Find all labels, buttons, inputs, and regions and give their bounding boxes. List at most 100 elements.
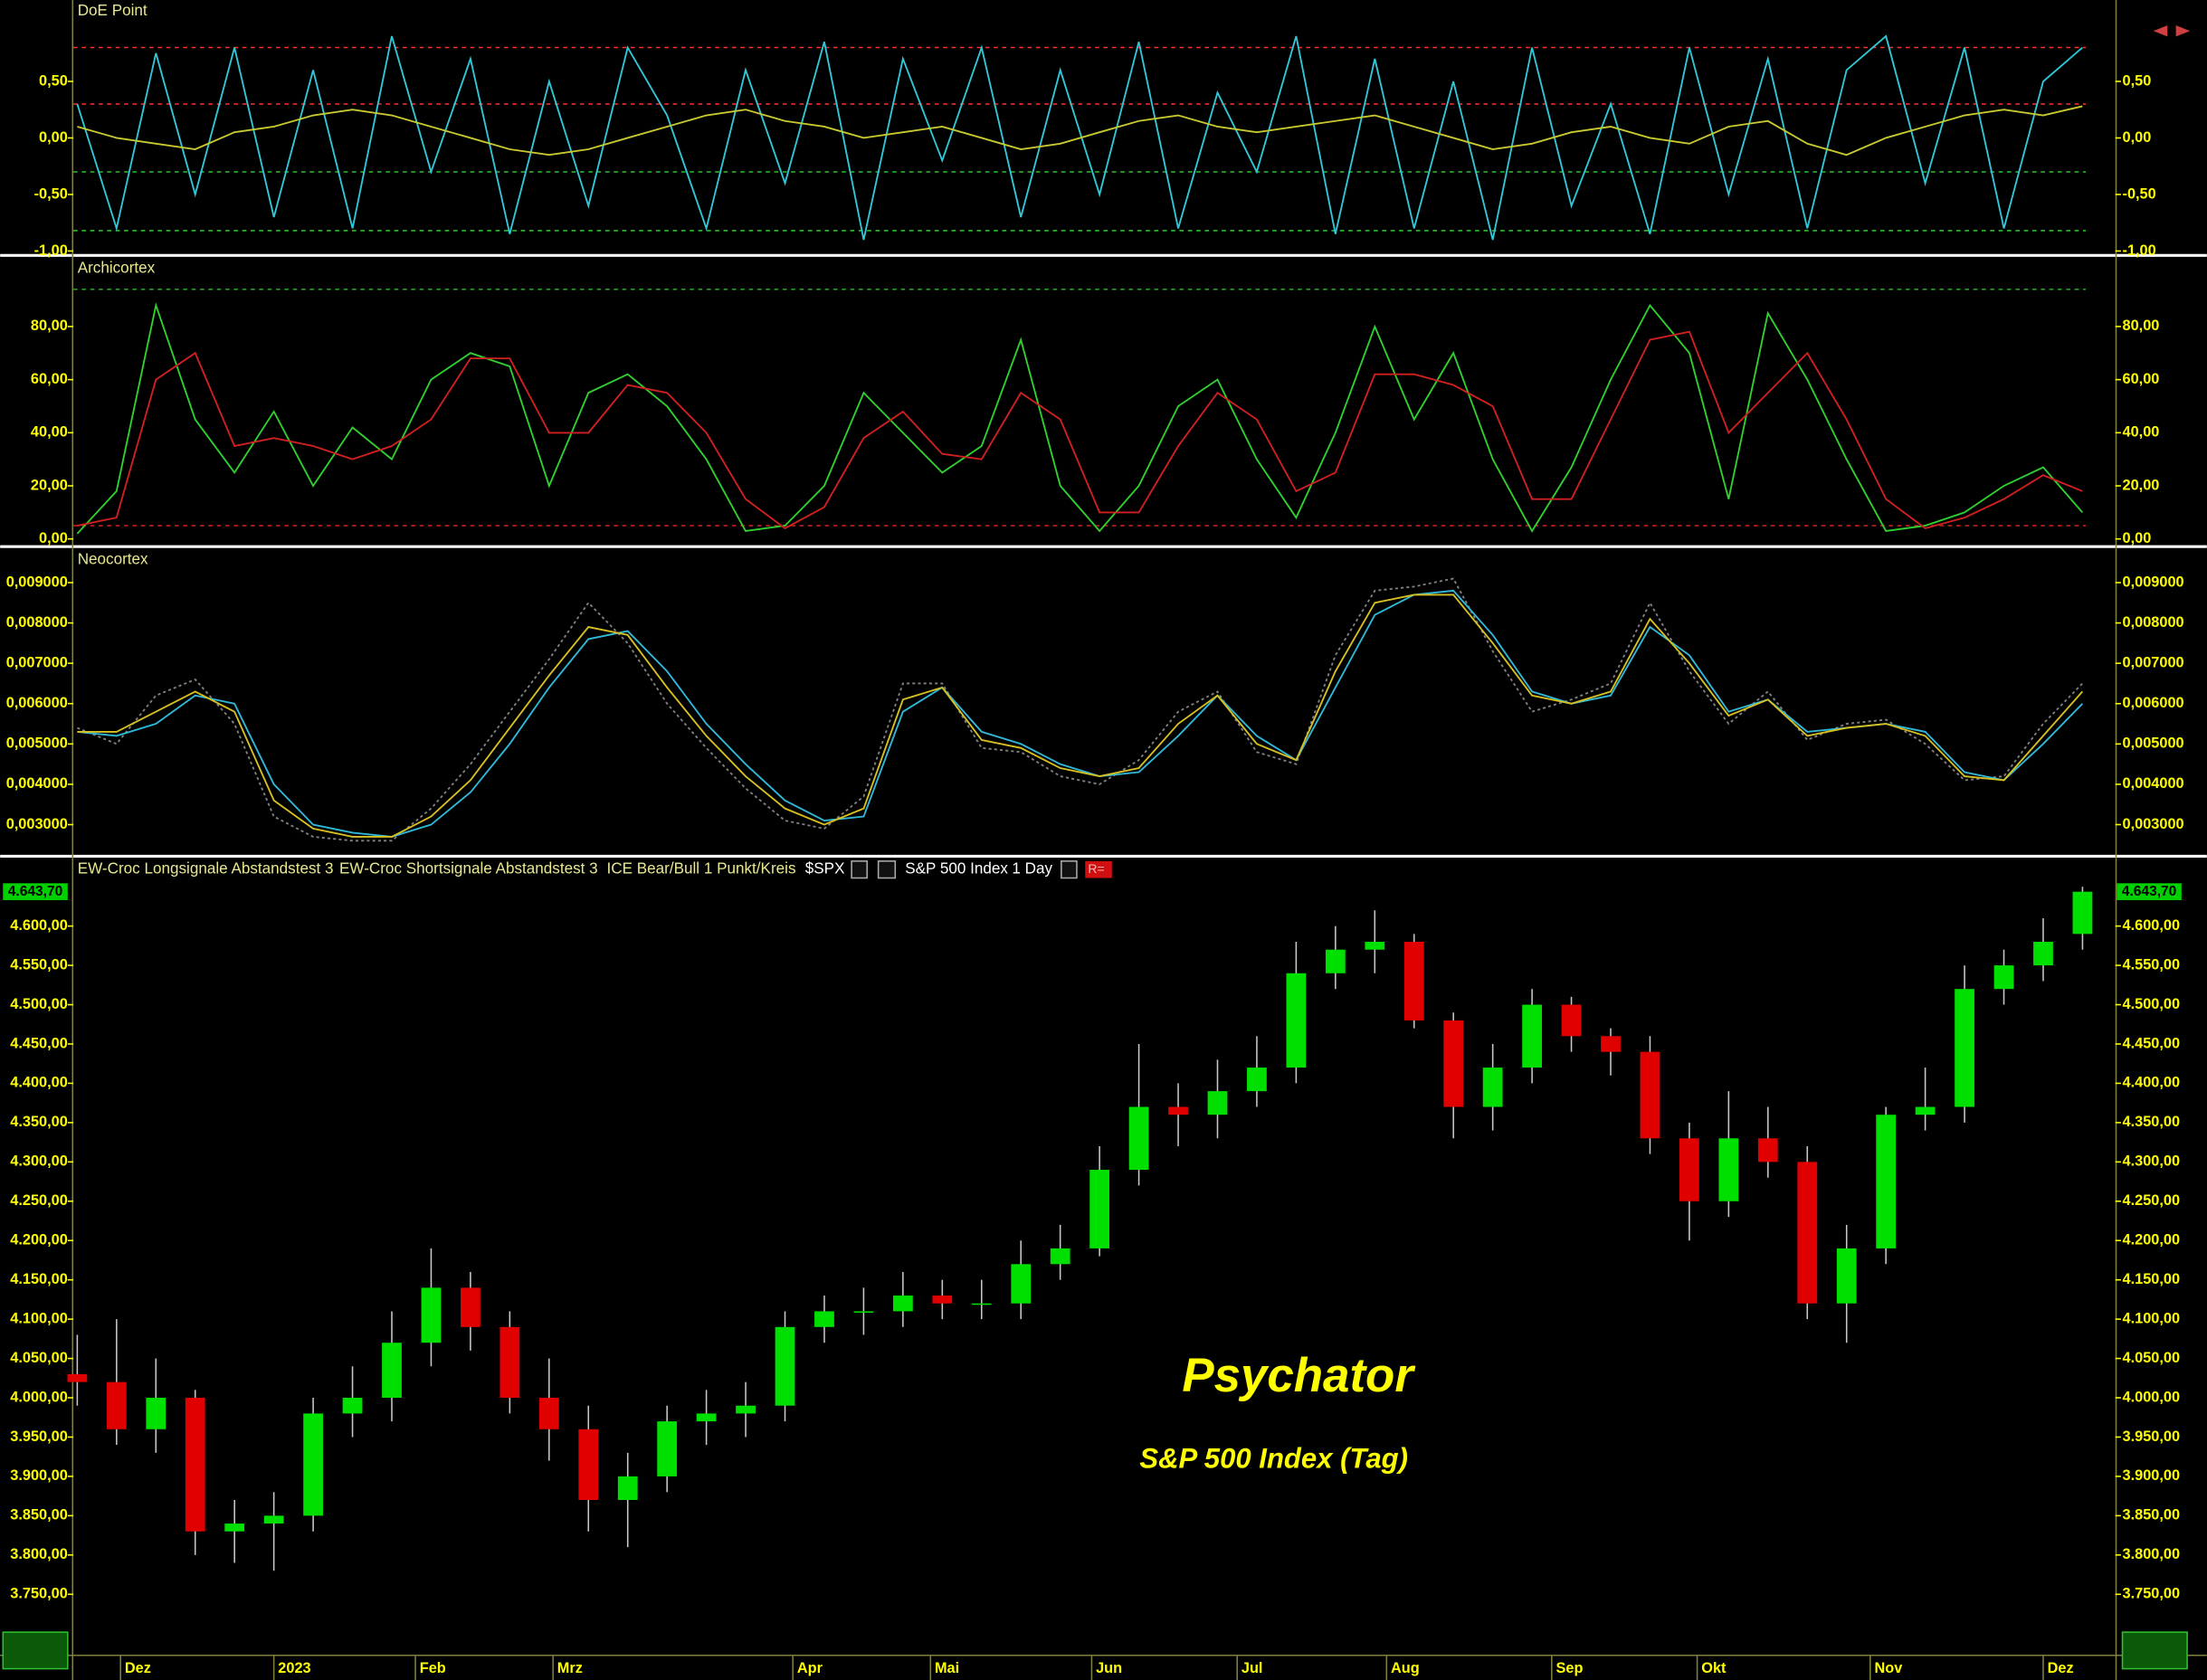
candle-body bbox=[1050, 1248, 1070, 1265]
legend-item: EW-Croc Shortsignale Abstandstest 3 bbox=[339, 860, 598, 878]
candle-body bbox=[853, 1311, 874, 1313]
watermark-subtitle: S&P 500 Index (Tag) bbox=[1139, 1443, 1408, 1475]
y-tick-label: 0,00 bbox=[39, 530, 68, 546]
y-tick-label: 3.850,00 bbox=[2123, 1507, 2181, 1523]
y-tick-label: 0,004000 bbox=[2123, 775, 2184, 792]
x-tick-label: Dez bbox=[125, 1660, 151, 1676]
y-tick-label: 0,005000 bbox=[6, 736, 68, 752]
candle-body bbox=[1876, 1115, 1897, 1248]
candle-body bbox=[185, 1398, 205, 1532]
y-tick-label: 80,00 bbox=[2123, 318, 2160, 334]
y-tick-label: 0,005000 bbox=[2123, 736, 2184, 752]
candle-body bbox=[1915, 1106, 1936, 1115]
candle-body bbox=[1797, 1162, 1818, 1304]
y-tick-label: 4.000,00 bbox=[10, 1389, 68, 1405]
y-tick-label: 4.250,00 bbox=[10, 1192, 68, 1209]
candle-body bbox=[1365, 942, 1385, 950]
candle-body bbox=[657, 1421, 678, 1476]
y-tick-label: 3.950,00 bbox=[2123, 1428, 2181, 1445]
toolbar-icon[interactable] bbox=[2153, 24, 2191, 37]
series-line bbox=[77, 593, 2084, 838]
y-tick-label: -0,50 bbox=[34, 185, 68, 202]
x-tick-label: Nov bbox=[1874, 1660, 1903, 1676]
dropdown[interactable] bbox=[851, 860, 868, 879]
y-tick-label: 4.150,00 bbox=[10, 1271, 68, 1287]
dropdown[interactable] bbox=[877, 860, 897, 879]
y-tick-label: 4.350,00 bbox=[2123, 1114, 2181, 1130]
legend-item: ICE Bear/Bull 1 Punkt/Kreis bbox=[606, 860, 795, 878]
candle-body bbox=[263, 1515, 284, 1524]
last-value-label: 4.643,70 bbox=[2122, 884, 2177, 899]
y-tick-label: 0,008000 bbox=[6, 614, 68, 631]
candle-body bbox=[421, 1287, 442, 1343]
y-tick-label: 0,003000 bbox=[2123, 816, 2184, 832]
y-tick-label: 4.100,00 bbox=[10, 1310, 68, 1326]
y-tick-label: 4.100,00 bbox=[2123, 1310, 2181, 1326]
corner-box bbox=[2121, 1631, 2188, 1670]
y-tick-label: 0,00 bbox=[2123, 129, 2152, 146]
candle-body bbox=[814, 1311, 834, 1327]
y-tick-label: 20,00 bbox=[2123, 477, 2160, 493]
candle-body bbox=[892, 1296, 913, 1312]
x-tick-label: Jun bbox=[1096, 1660, 1122, 1676]
candle-body bbox=[2033, 942, 2053, 966]
y-tick-label: 60,00 bbox=[2123, 371, 2160, 387]
y-tick-label: 3.900,00 bbox=[2123, 1467, 2181, 1484]
y-tick-label: 4.350,00 bbox=[10, 1114, 68, 1130]
dropdown[interactable] bbox=[1061, 860, 1078, 879]
last-value-label: 4.643,70 bbox=[8, 884, 63, 899]
y-tick-label: 0,00 bbox=[2123, 530, 2152, 546]
y-tick-label: 4.450,00 bbox=[10, 1035, 68, 1051]
candle-body bbox=[932, 1296, 953, 1304]
symbol: $SPX bbox=[805, 860, 845, 878]
y-tick-label: 0,50 bbox=[39, 72, 68, 89]
y-tick-label: -1,00 bbox=[2123, 242, 2156, 259]
x-tick-label: Okt bbox=[1701, 1660, 1727, 1676]
candle-body bbox=[499, 1326, 520, 1399]
y-tick-label: 0,00 bbox=[39, 129, 68, 146]
candle-body bbox=[224, 1523, 245, 1532]
x-tick-label: Feb bbox=[420, 1660, 446, 1676]
y-tick-label: 4.250,00 bbox=[2123, 1192, 2181, 1209]
candle-body bbox=[1089, 1170, 1110, 1248]
candle-body bbox=[1561, 1004, 1582, 1037]
y-tick-label: 4.450,00 bbox=[2123, 1035, 2181, 1051]
r-button-label[interactable]: R= bbox=[1088, 861, 1104, 876]
x-tick-label: Sep bbox=[1555, 1660, 1583, 1676]
candle-body bbox=[538, 1398, 559, 1429]
candle-body bbox=[67, 1373, 88, 1382]
series-line bbox=[77, 330, 2083, 530]
candle-body bbox=[736, 1405, 756, 1414]
y-tick-label: 4.400,00 bbox=[10, 1075, 68, 1091]
legend-item: EW-Croc Longsignale Abstandstest 3 bbox=[78, 860, 334, 878]
y-tick-label: 4.550,00 bbox=[10, 956, 68, 973]
candle-body bbox=[303, 1413, 323, 1516]
y-tick-label: 4.050,00 bbox=[10, 1350, 68, 1366]
y-tick-label: 0,009000 bbox=[2123, 574, 2184, 590]
y-tick-label: 0,008000 bbox=[2123, 614, 2184, 631]
x-tick-label: Mrz bbox=[557, 1660, 583, 1676]
candle-body bbox=[696, 1413, 717, 1422]
y-tick-label: 4.200,00 bbox=[2123, 1232, 2181, 1248]
candle-body bbox=[1325, 949, 1346, 973]
candle-body bbox=[971, 1303, 992, 1305]
y-tick-label: 3.950,00 bbox=[10, 1428, 68, 1445]
series-line bbox=[77, 589, 2084, 838]
last-value-box bbox=[2117, 883, 2182, 900]
candle-body bbox=[578, 1428, 599, 1500]
candle-body bbox=[1443, 1020, 1464, 1107]
y-tick-label: 3.800,00 bbox=[2123, 1546, 2181, 1562]
candle-body bbox=[1601, 1036, 1621, 1052]
r-button[interactable] bbox=[1085, 860, 1112, 878]
y-tick-label: 4.300,00 bbox=[10, 1153, 68, 1170]
candle-body bbox=[1168, 1106, 1188, 1115]
y-tick-label: 0,006000 bbox=[2123, 695, 2184, 711]
y-tick-label: 4.400,00 bbox=[2123, 1075, 2181, 1091]
candle-body bbox=[461, 1287, 480, 1327]
y-tick-label: 80,00 bbox=[31, 318, 68, 334]
y-tick-label: 3.750,00 bbox=[2123, 1586, 2181, 1602]
candle-body bbox=[2072, 891, 2093, 935]
